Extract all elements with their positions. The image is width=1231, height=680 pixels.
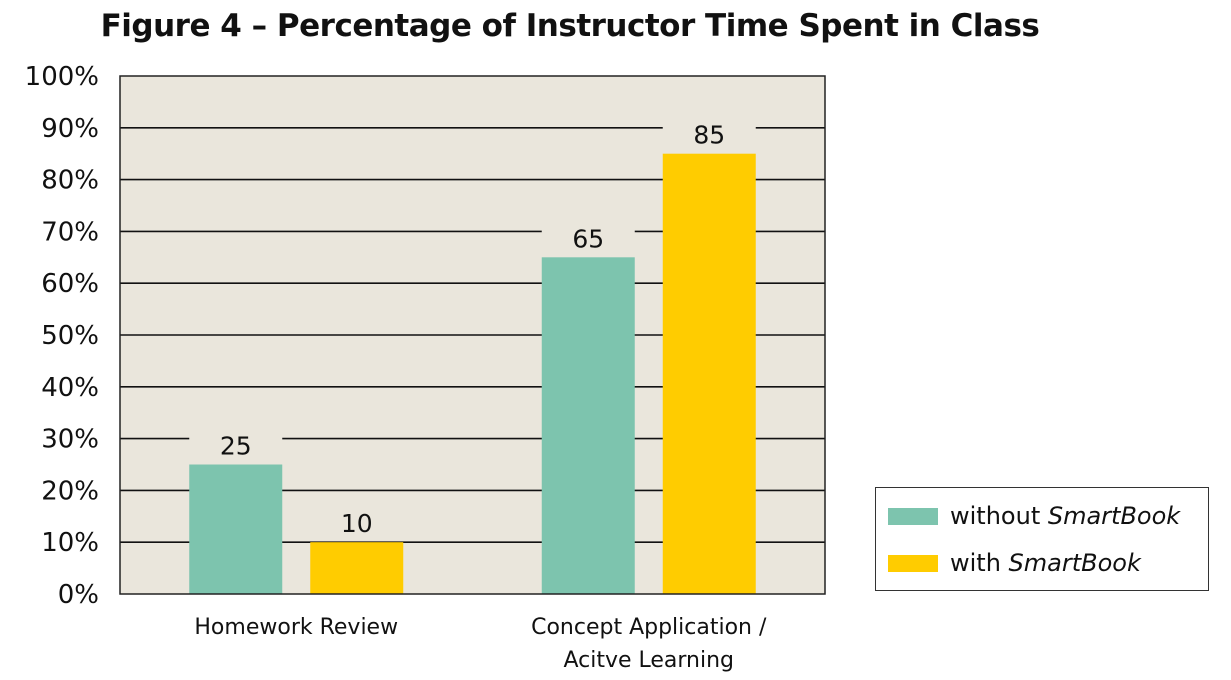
x-category-label: Acitve Learning (563, 648, 734, 673)
data-label: 65 (572, 224, 604, 253)
legend-item-with-smartbook: with SmartBook (888, 549, 1141, 577)
y-tick-label: 50% (41, 321, 99, 351)
y-tick-label: 0% (58, 580, 99, 610)
x-category-label: Homework Review (194, 615, 398, 640)
bar (662, 153, 756, 594)
y-tick-label: 100% (25, 62, 99, 92)
data-label-backing (541, 217, 635, 252)
plot-border (119, 75, 826, 595)
x-axis-categories: Homework Review Concept Application / Acit… (194, 615, 767, 673)
data-label-backing (189, 424, 283, 459)
legend-label-with-smartbook: with SmartBook (950, 549, 1141, 577)
data-label: 85 (693, 121, 725, 150)
legend-label-without-smartbook: without SmartBook (950, 502, 1181, 530)
y-axis-ticks: 0% 10% 20% 30% 40% 50% 60% 70% 80% 90% 100% (25, 62, 99, 610)
data-label: 10 (341, 509, 373, 538)
y-tick-label: 60% (41, 269, 99, 299)
bar (310, 542, 404, 594)
legend: without SmartBook with SmartBook (875, 487, 1209, 591)
legend-swatch-without-smartbook (888, 507, 938, 525)
data-label: 25 (220, 432, 252, 461)
y-tick-label: 30% (41, 425, 99, 455)
chart-title: Figure 4 – Percentage of Instructor Time… (100, 8, 1040, 44)
y-tick-label: 90% (41, 114, 99, 144)
data-label-backing (310, 502, 404, 537)
x-category-label: Concept Application / (531, 615, 767, 640)
y-tick-label: 70% (41, 217, 99, 247)
y-tick-label: 40% (41, 373, 99, 403)
legend-swatch-with-smartbook (888, 554, 938, 572)
bar (541, 257, 635, 594)
bar (189, 464, 283, 594)
bars: 25 10 65 85 (189, 113, 756, 594)
data-label-backing (662, 113, 756, 148)
y-tick-label: 10% (41, 528, 99, 558)
y-tick-label: 20% (41, 476, 99, 506)
legend-item-without-smartbook: without SmartBook (888, 502, 1180, 530)
y-tick-label: 80% (41, 166, 99, 196)
